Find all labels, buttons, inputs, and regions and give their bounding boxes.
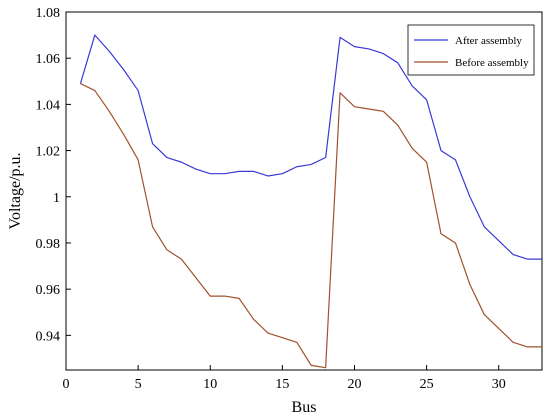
legend-box xyxy=(407,24,535,76)
x-tick-label: 15 xyxy=(275,377,289,392)
x-tick-label: 5 xyxy=(135,377,142,392)
y-tick-label: 1.06 xyxy=(36,52,61,67)
x-tick-label: 20 xyxy=(347,377,361,392)
y-tick-label: 0.96 xyxy=(36,283,61,298)
y-tick-label: 0.98 xyxy=(36,237,61,252)
x-tick-label: 10 xyxy=(203,377,217,392)
x-tick-label: 30 xyxy=(492,377,506,392)
series-lines xyxy=(79,34,542,369)
legend-label-before-assembly: Before assembly xyxy=(455,57,529,69)
x-tick-label: 25 xyxy=(420,377,434,392)
legend: After assembly Before assembly xyxy=(407,24,535,76)
y-axis-title: Voltage/p.u. xyxy=(7,152,24,229)
series-line-after-assembly xyxy=(79,34,542,260)
legend-label-after-assembly: After assembly xyxy=(455,35,522,47)
axis-ticks: 0 5 10 15 20 25 30 0.94 0.96 0.98 1 1.02 1.04 1.06 1.0… xyxy=(36,6,506,392)
y-tick-label: 1.02 xyxy=(36,145,61,160)
y-tick-label: 1.04 xyxy=(36,98,61,113)
y-tick-label: 0.94 xyxy=(36,329,61,344)
x-tick-label: 0 xyxy=(63,377,70,392)
y-tick-label: 1 xyxy=(53,191,60,206)
y-tick-label: 1.08 xyxy=(36,6,61,21)
series-line-before-assembly xyxy=(80,83,542,369)
x-axis-title: Bus xyxy=(292,399,317,416)
